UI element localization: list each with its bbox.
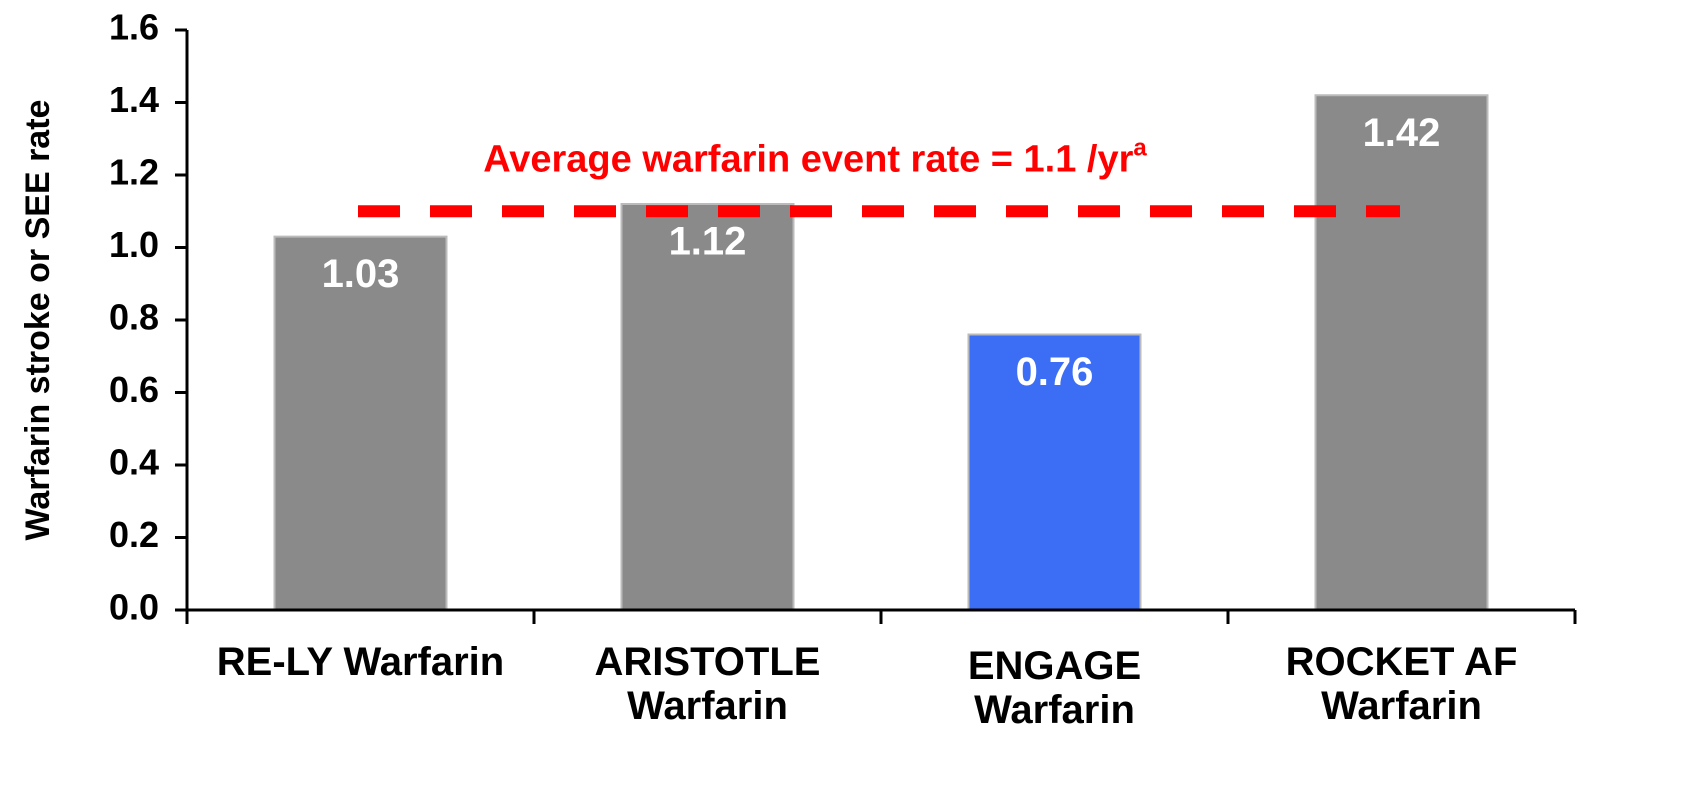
bar: [273, 235, 448, 611]
y-axis-label: Warfarin stroke or SEE rate: [19, 100, 57, 541]
y-tick-label: 0.0: [109, 587, 159, 628]
x-tick-label: ROCKET AF Warfarin: [1285, 640, 1518, 728]
y-tick-label: 0.6: [109, 369, 159, 410]
x-tick-label: RE-LY Warfarin: [216, 640, 505, 684]
data-label: 1.12: [669, 220, 747, 264]
y-tick-label: 1.4: [109, 79, 159, 120]
y-tick-label: 0.2: [109, 514, 159, 555]
data-label: 1.42: [1363, 111, 1441, 155]
data-label: 1.03: [322, 252, 400, 296]
reference-label: Average warfarin event rate = 1.1 /yra: [483, 135, 1147, 181]
bar: [967, 333, 1142, 611]
x-tick-label: ENGAGE Warfarin: [967, 644, 1142, 732]
y-tick-label: 1.0: [109, 224, 159, 265]
y-tick-label: 0.8: [109, 297, 159, 338]
bar: [1314, 94, 1489, 611]
y-tick-label: 0.4: [109, 442, 159, 483]
data-label: 0.76: [1016, 350, 1094, 394]
bar: [620, 203, 795, 611]
x-tick-label: ARISTOTLE Warfarin: [594, 640, 821, 728]
y-tick-label: 1.2: [109, 152, 159, 193]
reference-label-superscript: a: [1133, 135, 1147, 162]
reference-label-text: Average warfarin event rate = 1.1 /yr: [483, 138, 1133, 180]
y-tick-label: 1.6: [109, 7, 159, 48]
